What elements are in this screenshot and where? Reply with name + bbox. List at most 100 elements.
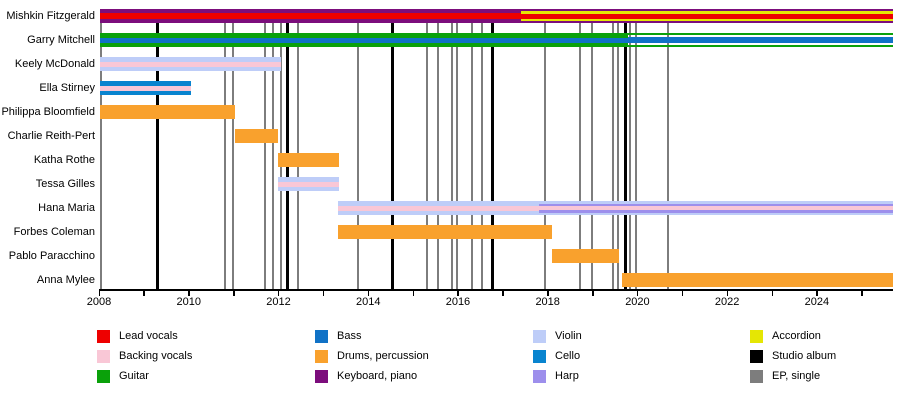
timeline-bar-stripe-bass bbox=[99, 37, 629, 43]
axis-tick bbox=[636, 291, 639, 296]
legend-item-drums: Drums, percussion bbox=[315, 349, 429, 363]
legend-label-ep_single: EP, single bbox=[772, 370, 821, 382]
axis-tick bbox=[412, 291, 415, 296]
timeline-bar-stripe-violin bbox=[278, 177, 340, 182]
member-label: Philippa Bloomfield bbox=[1, 106, 95, 118]
legend-swatch-accordion bbox=[750, 329, 763, 343]
timeline-bar-stripe-keyboard bbox=[520, 21, 894, 23]
timeline-bar-stripe-backing_vocals bbox=[278, 181, 340, 187]
legend-item-backing_vocals: Backing vocals bbox=[97, 349, 192, 363]
axis-tick bbox=[592, 291, 594, 296]
release-line-ep-single bbox=[436, 9, 439, 290]
axis-year-label: 2024 bbox=[804, 296, 830, 308]
legend-label-violin: Violin bbox=[555, 330, 582, 342]
legend-item-accordion: Accordion bbox=[750, 329, 821, 343]
timeline-bar-stripe-accordion bbox=[520, 11, 894, 14]
timeline-bar-stripe-bass bbox=[628, 37, 894, 43]
member-label: Katha Rothe bbox=[33, 154, 95, 166]
axis-tick bbox=[771, 291, 774, 296]
release-line-ep-single bbox=[425, 9, 428, 290]
release-line-ep-single bbox=[666, 9, 669, 290]
release-line-studio-album bbox=[391, 9, 395, 290]
release-line-studio-album bbox=[491, 9, 495, 290]
timeline-bar-stripe-violin bbox=[538, 201, 894, 204]
member-label: Mishkin Fitzgerald bbox=[6, 10, 95, 22]
axis-tick bbox=[816, 291, 818, 296]
release-line-ep-single bbox=[579, 9, 581, 290]
legend-label-cello: Cello bbox=[555, 350, 581, 362]
legend-label-backing_vocals: Backing vocals bbox=[119, 350, 193, 362]
legend-item-bass: Bass bbox=[315, 329, 361, 343]
axis-tick bbox=[367, 291, 370, 296]
release-line-ep-single bbox=[451, 9, 454, 290]
legend-swatch-bass bbox=[315, 329, 328, 343]
release-line-ep-single bbox=[611, 9, 614, 290]
timeline-bar-stripe-violin bbox=[338, 201, 539, 206]
timeline-bar-stripe-backing_vocals bbox=[538, 206, 894, 210]
release-line-ep-single bbox=[628, 9, 631, 290]
release-line-ep-single bbox=[264, 9, 267, 290]
axis-year-label: 2010 bbox=[176, 296, 201, 308]
timeline-bar-stripe-violin bbox=[99, 66, 281, 71]
legend-label-keyboard: Keyboard, piano bbox=[337, 370, 418, 382]
axis-year-label: 2008 bbox=[86, 296, 112, 308]
timeline-bar-stripe-violin bbox=[99, 57, 281, 62]
release-line-studio-album bbox=[623, 9, 627, 290]
legend-swatch-cello bbox=[533, 349, 546, 363]
release-line-ep-single bbox=[470, 9, 473, 290]
member-label: Forbes Coleman bbox=[13, 226, 95, 238]
timeline-bar-stripe-drums bbox=[338, 225, 553, 239]
member-label: Ella Stirney bbox=[39, 82, 95, 94]
x-axis-line bbox=[99, 289, 894, 291]
legend-item-cello: Cello bbox=[533, 349, 580, 363]
member-label: Anna Mylee bbox=[36, 274, 95, 286]
timeline-bar-stripe-drums bbox=[621, 273, 894, 287]
timeline-bar-stripe-drums bbox=[278, 153, 340, 167]
release-line-ep-single bbox=[223, 9, 226, 290]
legend-label-harp: Harp bbox=[555, 370, 579, 382]
timeline-bar-stripe-drums bbox=[234, 129, 279, 143]
axis-tick bbox=[322, 291, 325, 296]
timeline-bar-stripe-drums bbox=[552, 249, 620, 263]
release-line-studio-album bbox=[155, 9, 159, 290]
timeline-bar-stripe-keyboard bbox=[99, 9, 521, 13]
release-line-ep-single bbox=[356, 9, 359, 290]
timeline-bar-stripe-violin bbox=[278, 186, 340, 191]
release-line-ep-single bbox=[617, 9, 620, 290]
legend-label-drums: Drums, percussion bbox=[337, 350, 429, 362]
legend-item-keyboard: Keyboard, piano bbox=[315, 369, 417, 383]
release-line-studio-album bbox=[285, 9, 289, 290]
member-label: Keely McDonald bbox=[14, 58, 95, 70]
legend-swatch-lead_vocals bbox=[97, 329, 110, 343]
release-line-ep-single bbox=[635, 9, 638, 290]
release-line-ep-single bbox=[231, 9, 234, 290]
legend-item-guitar: Guitar bbox=[97, 369, 149, 383]
legend-label-bass: Bass bbox=[337, 330, 362, 342]
axis-tick bbox=[861, 291, 863, 296]
timeline-bar-stripe-cello bbox=[99, 90, 191, 95]
legend-item-lead_vocals: Lead vocals bbox=[97, 329, 178, 343]
timeline-bar-stripe-backing_vocals bbox=[99, 85, 191, 91]
timeline-bar-stripe-backing_vocals bbox=[99, 61, 281, 67]
axis-year-label: 2016 bbox=[445, 296, 471, 308]
member-label: Tessa Gilles bbox=[35, 178, 95, 190]
timeline-bar-stripe-cello bbox=[99, 81, 191, 86]
legend-swatch-guitar bbox=[97, 369, 110, 383]
member-label: Hana Maria bbox=[38, 202, 95, 214]
timeline-bar-stripe-guitar bbox=[99, 42, 629, 47]
release-line-ep-single bbox=[591, 9, 594, 290]
axis-tick bbox=[457, 291, 459, 296]
timeline-bar-stripe-accordion bbox=[520, 18, 894, 21]
axis-year-label: 2014 bbox=[355, 296, 381, 308]
timeline-bar-stripe-violin bbox=[538, 212, 894, 215]
release-line-ep-single bbox=[272, 9, 275, 290]
axis-year-label: 2012 bbox=[266, 296, 291, 308]
legend-item-ep_single: EP, single bbox=[750, 369, 820, 383]
timeline-bar-stripe-harp bbox=[538, 203, 894, 206]
axis-tick bbox=[98, 291, 100, 296]
legend-swatch-ep_single bbox=[750, 369, 763, 383]
timeline-bar-stripe-harp bbox=[538, 210, 894, 213]
legend-item-violin: Violin bbox=[533, 329, 582, 343]
